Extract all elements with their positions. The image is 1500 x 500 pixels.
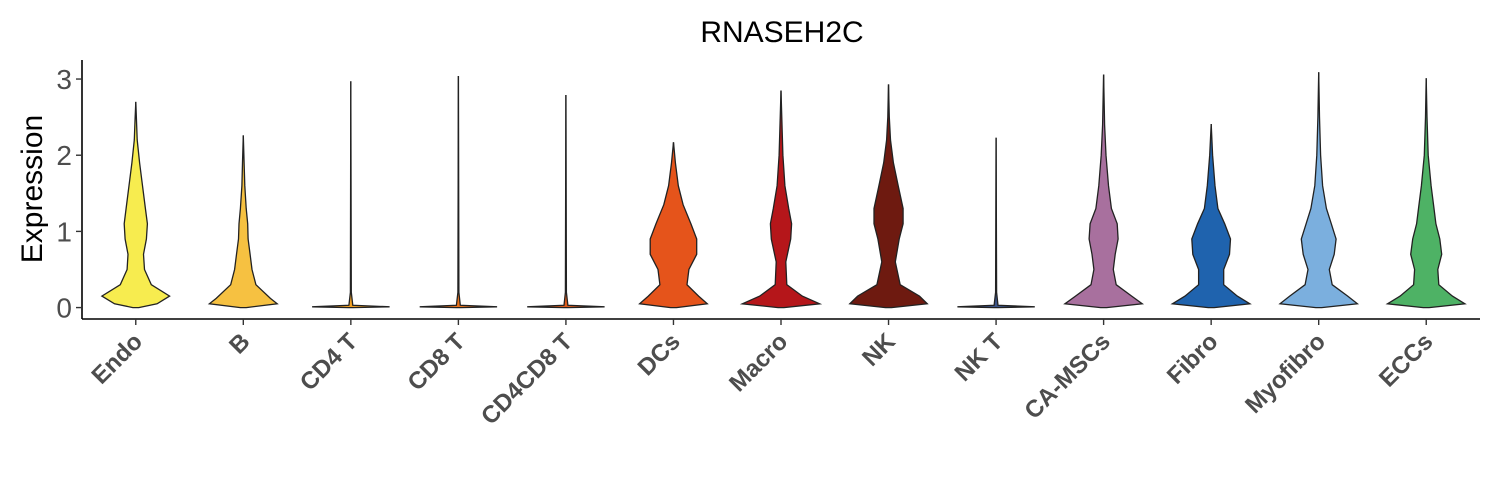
y-tick-label-0: 0 [56,293,72,324]
violin-fibro [1170,123,1252,309]
violin-cd8-t [419,75,498,309]
x-tick-label-nk-t: NK T [950,328,1009,387]
violin-ca-mscs [1063,74,1145,309]
x-tick-label-b: B [224,328,255,359]
x-tick-label-eccs: ECCs [1374,328,1438,392]
x-axis: Endo B CD4 T CD8 T CD4CD8 T DCs Macro NK NK T CA-… [82,318,1480,430]
violin-b [207,135,279,309]
violin-nk [848,84,929,309]
violin-myofibro [1278,72,1360,309]
y-tick-label-2: 2 [56,140,72,171]
violin-nk-t [957,137,1035,309]
violin-cd4cd8-t [527,94,605,309]
violin-cd4-t [312,81,390,309]
x-tick-label-macro: Macro [724,328,793,397]
x-tick-label-dcs: DCs [633,328,686,381]
x-tick-label-fibro: Fibro [1162,328,1224,390]
x-tick-label-ca-mscs: CA-MSCs [1019,328,1115,424]
violins-group [100,72,1467,309]
y-tick-label-1: 1 [56,216,72,247]
violin-endo [100,101,171,309]
chart-title: RNASEH2C [700,16,863,49]
x-tick-label-endo: Endo [87,328,149,390]
y-axis: 0 1 2 3 [56,60,83,324]
x-tick-label-cd8-t: CD8 T [403,328,471,396]
x-tick-label-cd4-t: CD4 T [295,328,363,396]
violin-dcs [638,142,709,309]
x-tick-label-cd4cd8-t: CD4CD8 T [476,328,578,430]
x-tick-label-myofibro: Myofibro [1240,328,1331,419]
y-tick-label-3: 3 [56,64,72,95]
x-tick-label-nk: NK [857,328,901,372]
violin-macro [739,90,823,309]
y-axis-label: Expression [16,115,49,263]
violin-eccs [1385,78,1467,309]
